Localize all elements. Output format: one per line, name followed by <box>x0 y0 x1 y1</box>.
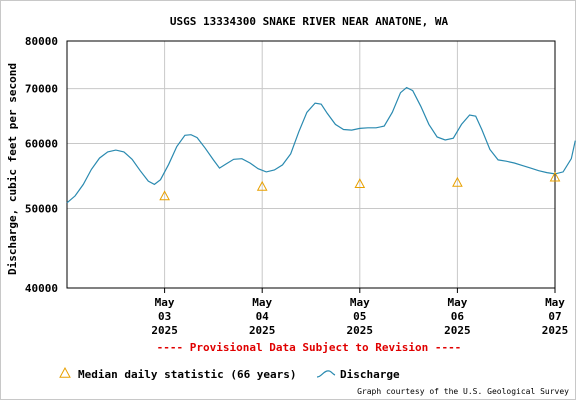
legend-discharge-icon <box>316 370 336 378</box>
chart-title: USGS 13334300 SNAKE RIVER NEAR ANATONE, … <box>170 15 449 28</box>
x-axis: May032025May042025May052025May062025May0… <box>151 288 568 337</box>
y-axis-label: Discharge, cubic feet per second <box>6 63 19 275</box>
median-marker <box>549 171 561 182</box>
median-marker <box>256 180 268 191</box>
legend-median-label: Median daily statistic (66 years) <box>78 368 297 381</box>
x-tick-label: 05 <box>353 310 366 323</box>
x-tick-label: 03 <box>158 310 171 323</box>
credit-text: Graph courtesy of the U.S. Geological Su… <box>357 387 569 396</box>
median-marker <box>354 178 366 189</box>
y-tick-label: 60000 <box>25 138 58 151</box>
x-tick-label: 07 <box>548 310 561 323</box>
x-tick-label: 2025 <box>249 324 276 337</box>
legend-median-icon <box>59 366 71 378</box>
provisional-note: ---- Provisional Data Subject to Revisio… <box>157 341 462 354</box>
y-tick-label: 80000 <box>25 35 58 48</box>
y-tick-label: 70000 <box>25 83 58 96</box>
y-tick-label: 50000 <box>25 202 58 215</box>
plot-area <box>66 40 556 289</box>
x-tick-label: 06 <box>451 310 465 323</box>
x-tick-label: 2025 <box>347 324 374 337</box>
legend: Median daily statistic (66 years) Dischar… <box>59 366 400 381</box>
y-axis: 40000 50000 60000 70000 80000 <box>25 35 58 295</box>
median-marker <box>159 190 170 201</box>
x-tick-label: 2025 <box>151 324 178 337</box>
x-tick-label: May <box>545 296 565 309</box>
x-tick-label: May <box>155 296 175 309</box>
grid-lines <box>67 40 556 289</box>
x-tick-label: 2025 <box>542 324 569 337</box>
legend-discharge-label: Discharge <box>340 368 400 381</box>
x-tick-label: 2025 <box>444 324 471 337</box>
x-tick-label: 04 <box>256 310 270 323</box>
y-tick-label: 40000 <box>25 282 58 295</box>
discharge-line <box>66 86 576 204</box>
series-layer <box>66 86 576 204</box>
median-marker <box>452 176 463 187</box>
x-tick-label: May <box>252 296 272 309</box>
x-tick-label: May <box>350 296 370 309</box>
x-tick-label: May <box>447 296 467 309</box>
